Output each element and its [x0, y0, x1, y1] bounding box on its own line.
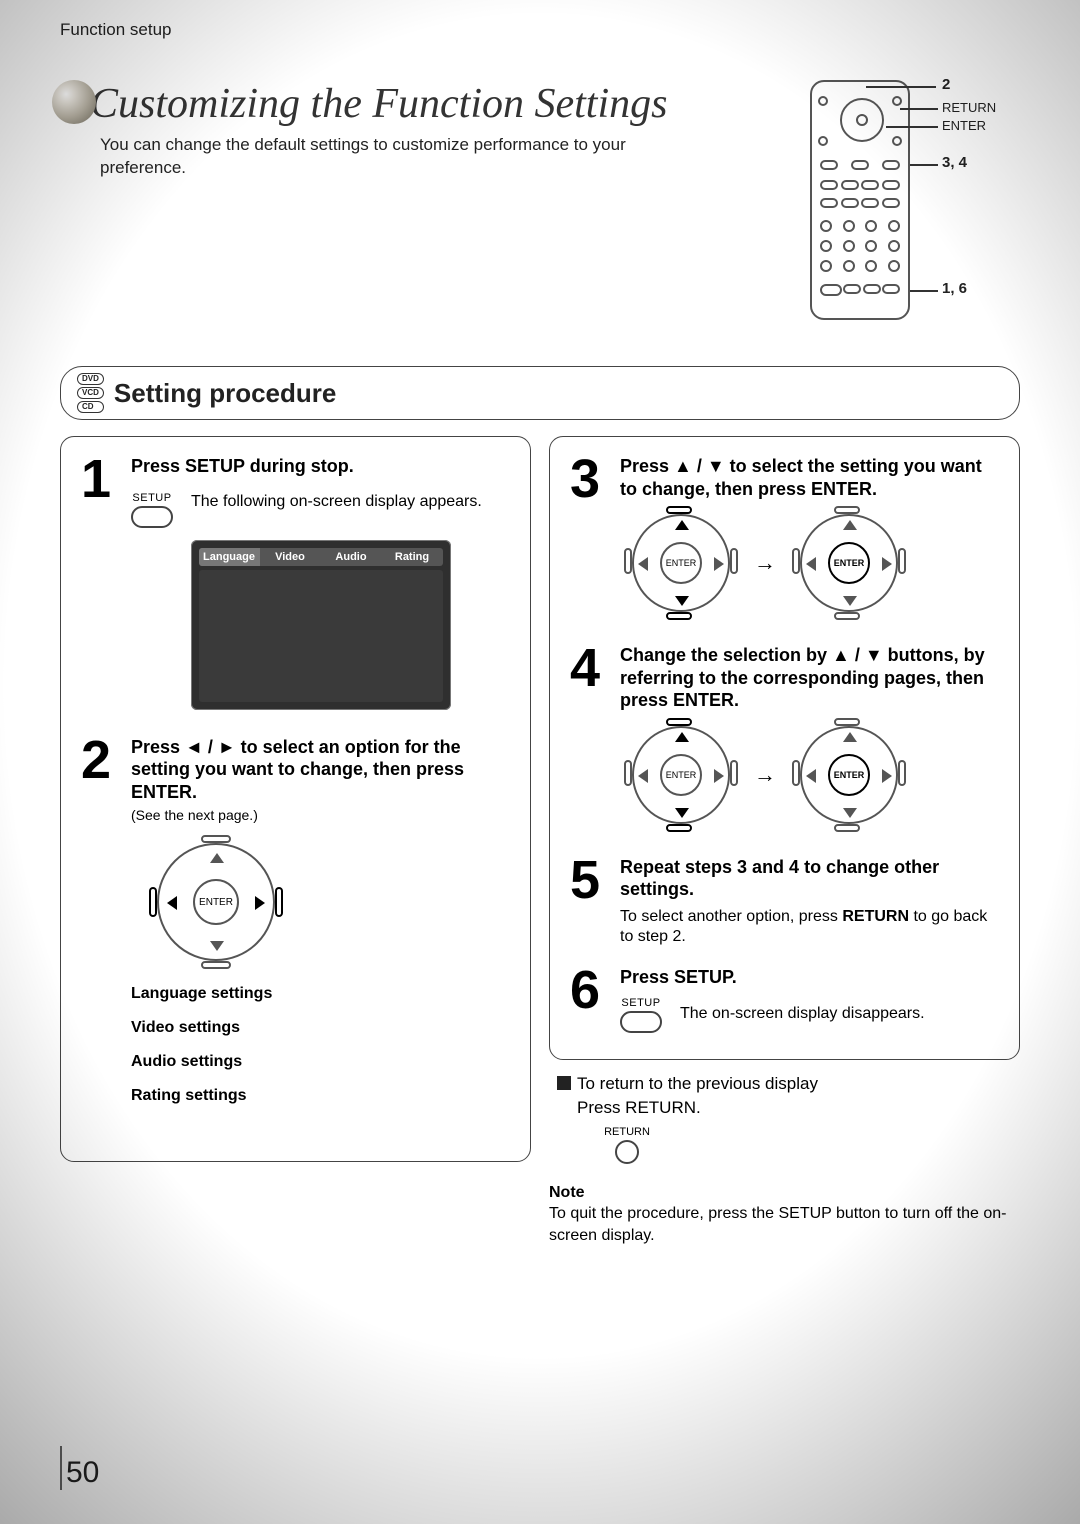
- settings-list: Language settings Video settings Audio s…: [131, 985, 510, 1105]
- step-2-title: Press ◄ / ► to select an option for the …: [131, 736, 510, 804]
- page-title: Customizing the Function Settings: [60, 80, 740, 128]
- enter-label: ENTER: [193, 879, 239, 925]
- setup-button-icon: SETUP: [131, 492, 173, 528]
- step-4-num: 4: [570, 644, 610, 838]
- return-button-icon: RETURN: [597, 1126, 657, 1164]
- step-5-num: 5: [570, 856, 610, 949]
- nav-pad-ud: ENTER: [626, 508, 736, 618]
- setup-button-icon-2: SETUP: [620, 997, 662, 1033]
- nav-pad-enter-2: ENTER: [794, 720, 904, 830]
- step-6-text: The on-screen display disappears.: [680, 1004, 925, 1025]
- badge-vcd: VCD: [77, 387, 104, 399]
- osd-tab-video: Video: [260, 548, 321, 566]
- osd-mock: Language Video Audio Rating: [191, 540, 451, 710]
- section-title: Setting procedure: [114, 378, 336, 409]
- nav-pad-lr: ENTER: [151, 837, 281, 967]
- step-1-num: 1: [81, 455, 121, 710]
- note-block: Note To quit the procedure, press the SE…: [549, 1182, 1020, 1247]
- step-6-num: 6: [570, 966, 610, 1033]
- step-2-num: 2: [81, 736, 121, 1122]
- step-5-text: To select another option, press RETURN t…: [620, 907, 999, 949]
- callout-return: RETURN: [942, 100, 996, 115]
- left-panel: 1 Press SETUP during stop. SETUP The fol…: [60, 436, 531, 1162]
- step-3-title: Press ▲ / ▼ to select the setting you wa…: [620, 455, 999, 500]
- section-header: DVD VCD CD Setting procedure: [60, 366, 1020, 420]
- remote-diagram: 2 RETURN ENTER 3, 4 1, 6: [770, 80, 1020, 330]
- nav-pad-enter: ENTER: [794, 508, 904, 618]
- list-language: Language settings: [131, 985, 510, 1003]
- step-1-text: The following on-screen display appears.: [191, 492, 482, 513]
- right-panel: 3 Press ▲ / ▼ to select the setting you …: [549, 436, 1020, 1060]
- osd-tab-audio: Audio: [321, 548, 382, 566]
- list-audio: Audio settings: [131, 1053, 510, 1071]
- osd-tab-rating: Rating: [382, 548, 443, 566]
- breadcrumb: Function setup: [60, 20, 1020, 40]
- step-4-title: Change the selection by ▲ / ▼ buttons, b…: [620, 644, 999, 712]
- step-2-note: (See the next page.): [131, 807, 510, 823]
- return-hint: To return to the previous display Press …: [557, 1074, 1020, 1164]
- page-number: 50: [60, 1446, 99, 1490]
- badge-dvd: DVD: [77, 373, 104, 385]
- callout-3-4: 3, 4: [942, 154, 967, 171]
- callout-1-6: 1, 6: [942, 280, 967, 297]
- arrow-icon: →: [754, 550, 776, 576]
- callout-enter: ENTER: [942, 118, 986, 133]
- step-5-title: Repeat steps 3 and 4 to change other set…: [620, 856, 999, 901]
- badge-cd: CD: [77, 401, 104, 413]
- step-1-title: Press SETUP during stop.: [131, 455, 510, 478]
- callout-2: 2: [942, 76, 950, 93]
- list-video: Video settings: [131, 1019, 510, 1037]
- page-subtitle: You can change the default settings to c…: [100, 134, 660, 180]
- sphere-decor: [52, 80, 96, 124]
- list-rating: Rating settings: [131, 1087, 510, 1105]
- arrow-icon: →: [754, 762, 776, 788]
- step-3-num: 3: [570, 455, 610, 626]
- title-text: Customizing the Function Settings: [90, 81, 667, 127]
- step-6-title: Press SETUP.: [620, 966, 999, 989]
- nav-pad-ud-2: ENTER: [626, 720, 736, 830]
- osd-tab-language: Language: [199, 548, 260, 566]
